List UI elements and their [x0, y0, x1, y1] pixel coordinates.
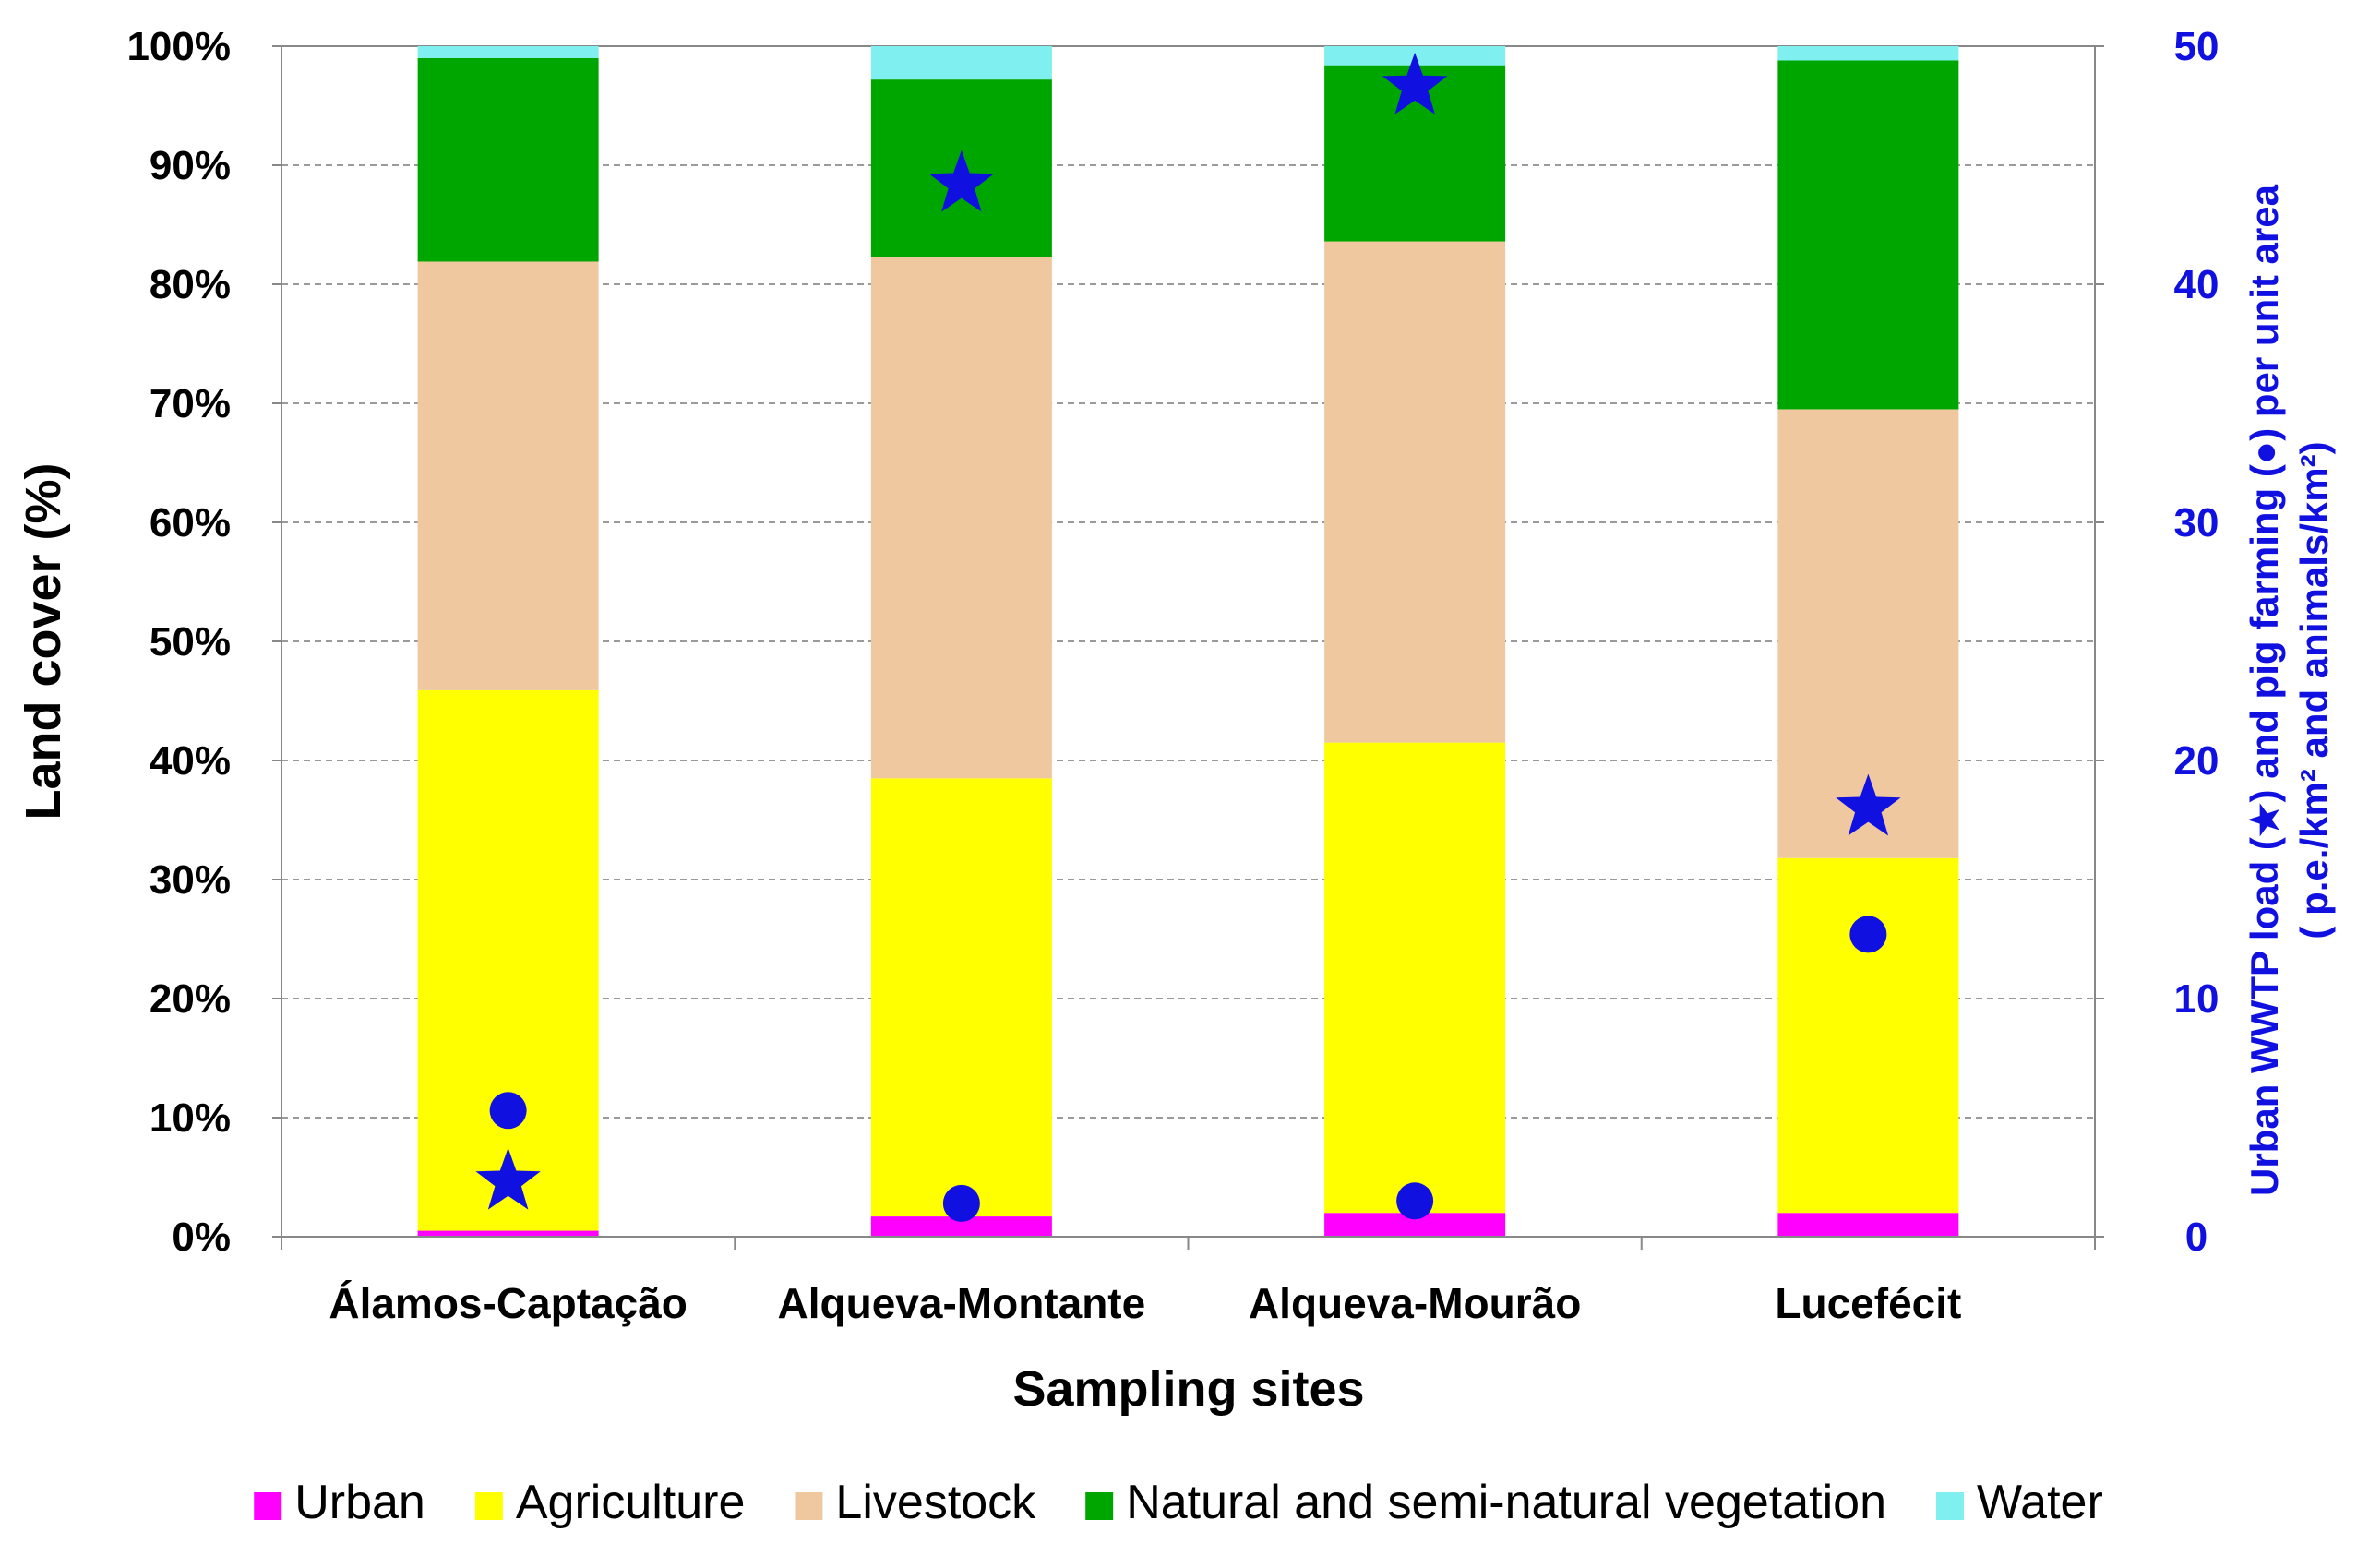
right-tick-label: 10 — [2174, 976, 2219, 1022]
bar-segment-natural-and-semi-natural-vegetation — [1777, 60, 1959, 410]
bar-segment-livestock — [1324, 241, 1506, 743]
left-tick-label: 10% — [150, 1095, 231, 1141]
bar-segment-livestock — [870, 257, 1052, 779]
pig-farming-circle-marker — [489, 1092, 527, 1130]
legend-swatch — [795, 1492, 823, 1520]
stacked-bars — [281, 46, 2096, 1250]
left-tick-label: 20% — [150, 976, 231, 1022]
right-axis-ticks: 0 10 20 30 40 50 — [2095, 24, 2219, 1260]
pig-farming-circle-marker — [942, 1184, 980, 1222]
right-tick-label: 30 — [2174, 500, 2219, 545]
legend-item-agriculture: Agriculture — [474, 1476, 746, 1529]
left-axis-ticks: 0% 10% 20% 30% 40% 50% 60% 70% 80% 90% 100% — [126, 24, 281, 1260]
category-label-lucefecit: Lucefécit — [1775, 1279, 1961, 1327]
legend-item-urban: Urban — [254, 1476, 425, 1529]
legend-swatch — [1936, 1492, 1965, 1520]
bar-segment-urban — [1777, 1213, 1959, 1237]
legend: Urban Agriculture Livestock Natural and sem… — [254, 1476, 2103, 1529]
category-label-alqueva-mourao: Alqueva-Mourão — [1249, 1279, 1581, 1327]
left-tick-label: 100% — [126, 24, 231, 69]
bar-segment-agriculture — [1777, 857, 1959, 1214]
bar-segment-livestock — [417, 261, 599, 690]
category-label-alqueva-montante: Alqueva-Montante — [778, 1279, 1146, 1327]
legend-swatch — [254, 1492, 282, 1520]
right-tick-label: 0 — [2185, 1215, 2207, 1260]
pig-farming-circle-marker — [1849, 916, 1887, 953]
legend-swatch — [474, 1492, 503, 1520]
right-axis-title-line2: ( p.e./km² and animals/km²) — [2292, 441, 2336, 939]
left-tick-label: 40% — [150, 738, 231, 784]
legend-label: Urban — [294, 1476, 425, 1529]
left-tick-label: 50% — [150, 619, 231, 664]
wwtp-load-star-marker — [1836, 773, 1901, 836]
x-axis-title: Sampling sites — [1012, 1361, 1364, 1417]
legend-label: Agriculture — [516, 1476, 746, 1529]
wwtp-load-star-marker — [928, 150, 995, 212]
left-tick-label: 80% — [150, 262, 231, 307]
right-tick-label: 40 — [2174, 262, 2219, 307]
wwtp-load-star-marker — [475, 1147, 541, 1210]
left-tick-label: 90% — [150, 143, 231, 188]
y-axis-title: Land cover (%) — [16, 462, 71, 820]
secondary-markers — [475, 52, 1901, 1222]
bar-segment-urban — [417, 1230, 599, 1237]
left-tick-label: 30% — [150, 857, 231, 903]
left-tick-label: 0% — [172, 1215, 231, 1260]
legend-label: Livestock — [835, 1476, 1036, 1529]
legend-swatch — [1085, 1492, 1114, 1520]
category-labels: Álamos-Captação Alqueva-Montante Alqueva-M… — [329, 1279, 1961, 1327]
bar-segment-urban — [870, 1216, 1052, 1237]
bar-segment-natural-and-semi-natural-vegetation — [417, 57, 599, 262]
bar-segment-water — [870, 46, 1052, 80]
bar-segment-agriculture — [1324, 742, 1506, 1214]
category-label-alamos-captacao: Álamos-Captação — [329, 1279, 688, 1327]
bar-segment-water — [1777, 46, 1959, 61]
bar-segment-agriculture — [870, 778, 1052, 1217]
legend-item-natural-and-semi-natural-vegetation: Natural and semi-natural vegetation — [1085, 1476, 1886, 1529]
right-axis-title-line1: Urban WWTP load (★) and pig farming (●) … — [2243, 184, 2286, 1196]
legend-item-livestock: Livestock — [795, 1476, 1036, 1529]
left-tick-label: 60% — [150, 500, 231, 545]
bar-segment-agriculture — [417, 689, 599, 1231]
legend-label: Natural and semi-natural vegetation — [1126, 1476, 1886, 1529]
right-tick-label: 50 — [2174, 24, 2219, 69]
left-tick-label: 70% — [150, 381, 231, 426]
bar-segment-water — [417, 46, 599, 58]
legend-item-water: Water — [1936, 1476, 2103, 1529]
wwtp-load-star-marker — [1382, 52, 1448, 114]
pig-farming-circle-marker — [1396, 1182, 1434, 1220]
right-tick-label: 20 — [2174, 738, 2219, 784]
legend-label: Water — [1977, 1476, 2103, 1529]
